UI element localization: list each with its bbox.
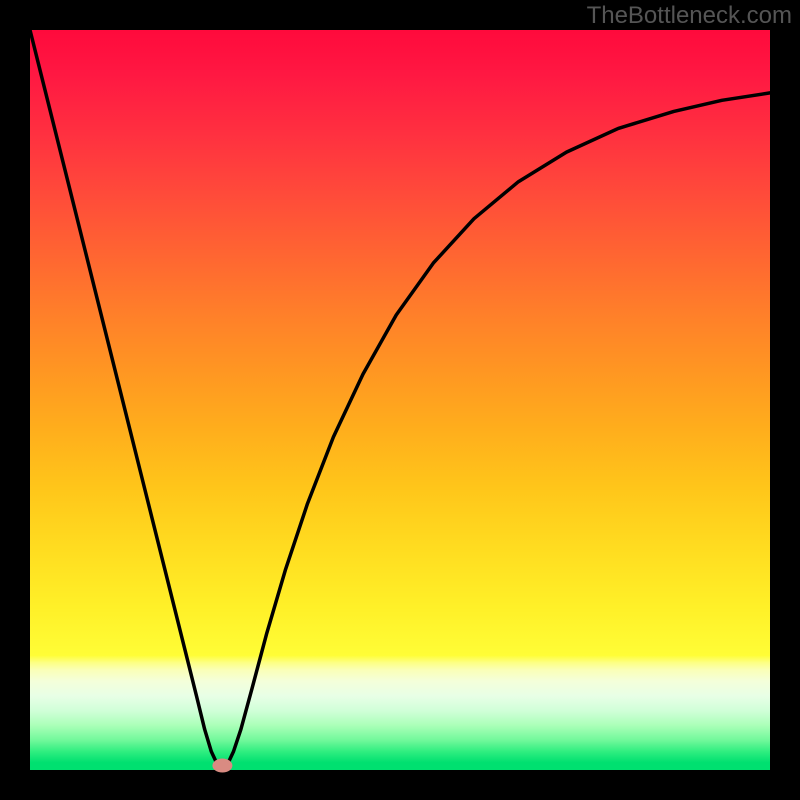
chart-svg [0, 0, 800, 800]
chart-container: TheBottleneck.com [0, 0, 800, 800]
plot-background [30, 30, 770, 770]
minimum-marker [212, 759, 232, 773]
watermark-text: TheBottleneck.com [587, 2, 792, 30]
